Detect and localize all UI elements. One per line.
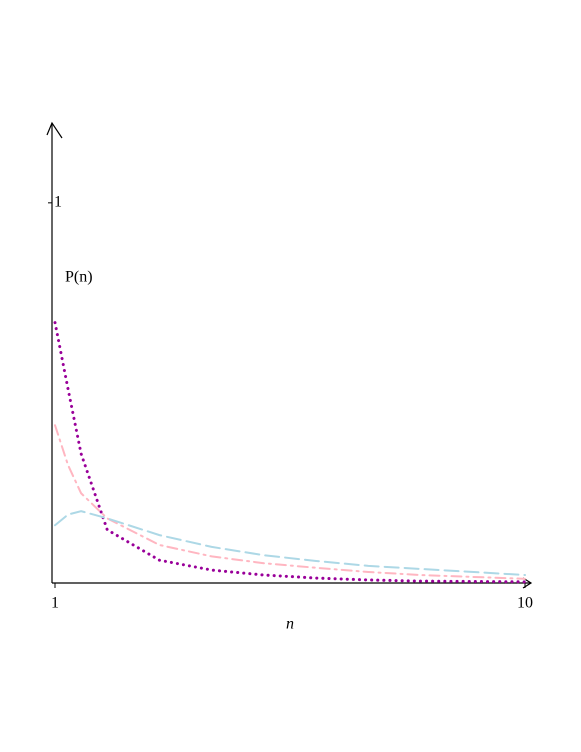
line-series (54, 510, 526, 577)
y-tick-label: 1 (54, 194, 62, 211)
x-tick-label: 1 (51, 595, 59, 612)
line-series (53, 321, 527, 584)
x-axis-arrow (522, 577, 533, 589)
x-tick-label: 10 (517, 595, 533, 612)
y-axis-label: P(n) (65, 269, 93, 286)
line-series (54, 424, 526, 580)
y-axis-arrow (46, 121, 63, 139)
x-axis-label: n (286, 616, 294, 633)
